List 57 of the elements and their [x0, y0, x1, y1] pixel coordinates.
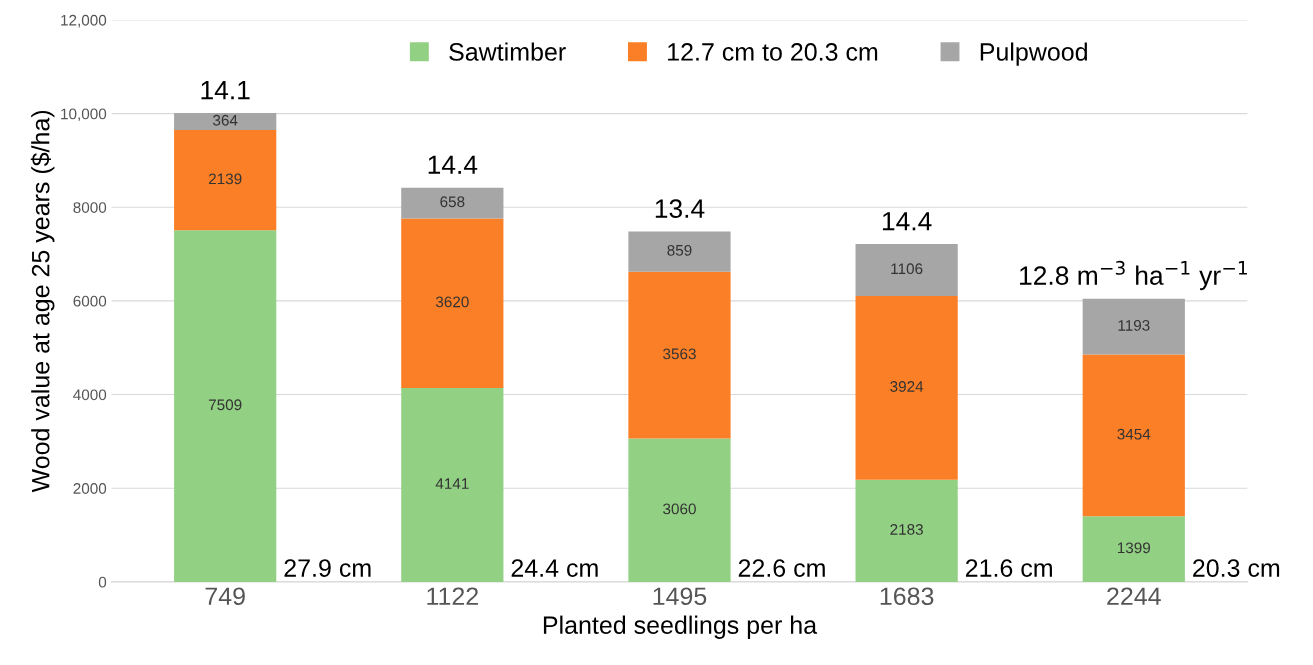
bar [1082, 516, 1185, 582]
x-tick-label: 1122 [427, 587, 478, 605]
data-label: 1106 [891, 263, 923, 275]
bar [855, 295, 958, 480]
bar [401, 387, 504, 582]
bar [628, 438, 731, 582]
x-tick-label: 749 [205, 587, 245, 606]
annotation: 24.4 cm [511, 559, 598, 577]
x-tick-label: 1495 [653, 587, 707, 606]
data-label: 364 [213, 114, 238, 126]
bar [855, 244, 958, 296]
x-tick-label: 2244 [1107, 587, 1161, 605]
data-label: 3620 [435, 296, 469, 308]
y-tick-label: 8000 [73, 202, 107, 213]
annotation: 27.9 cm [284, 559, 371, 577]
data-label: 658 [440, 196, 465, 208]
bar [855, 479, 958, 582]
bar [628, 271, 731, 439]
bar [174, 113, 277, 131]
bar [1082, 354, 1185, 517]
data-label: 3454 [1117, 428, 1151, 440]
legend-label: Pulpwood [980, 42, 1087, 66]
data-label: 3924 [890, 381, 924, 392]
annotation: 14.1 [201, 81, 250, 100]
annotation: 12.8 m$^{−3}$ ha$^{−1}$ yr$^{−1}$ [1020, 260, 1247, 291]
bar [401, 218, 504, 388]
bar [174, 130, 277, 231]
bar [401, 187, 504, 219]
bar [628, 231, 731, 272]
data-label: 2139 [208, 173, 242, 185]
data-label: 3563 [663, 348, 696, 360]
annotation: 14.4 [882, 212, 932, 231]
data-label: 3060 [663, 503, 696, 515]
bar [174, 230, 277, 582]
annotation: 20.3 cm [1193, 559, 1280, 577]
annotation: 22.6 cm [738, 559, 825, 577]
data-label: 1399 [1117, 542, 1151, 554]
annotation: 21.6 cm [965, 559, 1052, 577]
annotation: 13.4 [655, 199, 705, 218]
y-tick-label: 2000 [73, 483, 107, 494]
y-axis-title: Wood value at age 25 years ($/ha) [30, 110, 55, 493]
data-label: 4141 [435, 478, 469, 489]
x-axis-title: Planted seedlings per ha [543, 615, 818, 639]
annotation: 14.4 [428, 155, 478, 174]
y-tick-label: 10,000 [61, 108, 107, 122]
y-tick-label: 0 [98, 576, 107, 588]
legend-label: Sawtimber [449, 42, 566, 61]
data-label: 1193 [1118, 319, 1150, 331]
y-tick-label: 6000 [73, 295, 107, 307]
x-tick-label: 1683 [880, 587, 934, 606]
bar [1082, 298, 1185, 355]
legend-label: 12.7 cm to 20.3 cm [668, 43, 878, 61]
data-label: 2183 [890, 524, 923, 535]
data-label: 7509 [208, 399, 242, 411]
data-label: 859 [667, 244, 692, 256]
y-tick-label: 4000 [73, 389, 107, 401]
y-tick-label: 12,000 [61, 14, 107, 28]
